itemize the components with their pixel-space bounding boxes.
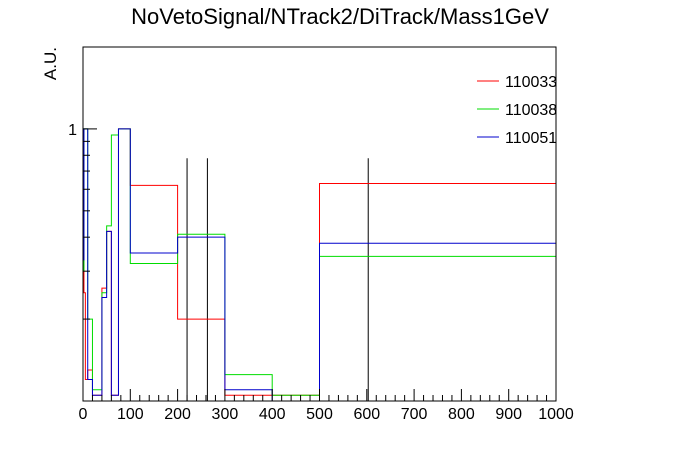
bin-110038-6 xyxy=(111,135,118,401)
bin-110038-12 xyxy=(320,256,557,401)
y-tick-label-1: 1 xyxy=(68,122,77,139)
bin-110051-3 xyxy=(92,395,101,401)
bin-110033-11 xyxy=(225,395,272,401)
x-tick-label-200: 200 xyxy=(164,406,191,423)
bin-110033-5 xyxy=(102,288,107,401)
x-tick-label-700: 700 xyxy=(401,406,428,423)
bin-110038-2 xyxy=(88,319,93,401)
bin-110051-7 xyxy=(118,129,130,401)
bin-110051-8 xyxy=(130,253,177,401)
series-110051 xyxy=(82,128,557,402)
bin-110033-10 xyxy=(178,319,225,401)
x-tick-label-900: 900 xyxy=(495,406,522,423)
bin-110033-9 xyxy=(130,185,177,401)
chart-title: NoVetoSignal/NTrack2/DiTrack/Mass1GeV xyxy=(131,4,549,29)
x-tick-label-300: 300 xyxy=(212,406,239,423)
x-tick-label-600: 600 xyxy=(353,406,380,423)
bin-110038-5 xyxy=(107,226,112,401)
x-tick-label-800: 800 xyxy=(448,406,475,423)
x-axis-ticks: 0 100 200 300 400 500 600 700 800 900 1000 xyxy=(79,389,574,423)
x-tick-label-400: 400 xyxy=(259,406,286,423)
bin-110051-6 xyxy=(111,395,118,401)
x-tick-label-500: 500 xyxy=(306,406,333,423)
legend-label-110051: 110051 xyxy=(505,130,557,147)
bin-110033-13 xyxy=(320,184,557,401)
bin-110033-7 xyxy=(111,395,118,401)
bin-110051-12 xyxy=(320,243,557,401)
bin-110033-6 xyxy=(107,231,112,401)
bin-110051-2 xyxy=(88,379,93,401)
y-axis-label: A.U. xyxy=(41,47,60,80)
bin-110051-5 xyxy=(107,231,112,401)
x-tick-label-1000: 1000 xyxy=(538,406,574,423)
bin-110038-7 xyxy=(118,129,130,401)
bin-110038-9 xyxy=(178,234,225,401)
histogram-series xyxy=(82,128,557,402)
y-axis-ticks: 1 xyxy=(68,46,97,320)
bin-110038-10 xyxy=(225,375,272,401)
x-tick-label-100: 100 xyxy=(117,406,144,423)
legend-label-110033: 110033 xyxy=(505,74,557,91)
bin-110038-4 xyxy=(102,293,107,401)
bin-110033-12 xyxy=(272,395,319,401)
legend: 110033 110038 110051 xyxy=(477,74,557,147)
x-tick-label-0: 0 xyxy=(79,406,88,423)
bin-110038-11 xyxy=(272,395,319,401)
marker-lines xyxy=(186,158,369,401)
legend-label-110038: 110038 xyxy=(505,102,557,119)
bin-110033-2 xyxy=(85,379,87,401)
bin-110033-3 xyxy=(88,370,93,401)
series-line-110051 xyxy=(82,128,556,402)
bin-110051-4 xyxy=(102,298,107,401)
bin-110033-4 xyxy=(92,395,101,401)
bin-110038-8 xyxy=(130,264,177,401)
bin-110033-8 xyxy=(118,129,130,401)
